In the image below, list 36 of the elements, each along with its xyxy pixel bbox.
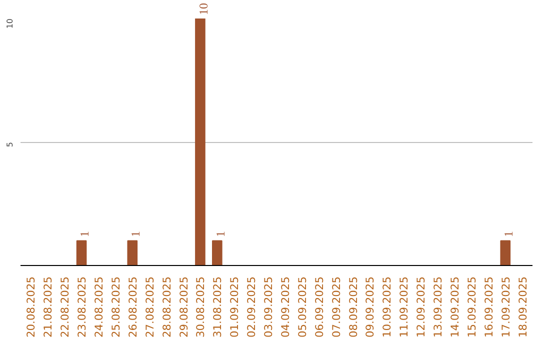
x-tick-label: 08.09.2025	[346, 276, 360, 338]
data-label: 1	[128, 231, 144, 238]
x-tick-label: 28.08.2025	[160, 276, 174, 338]
x-tick-label: 03.09.2025	[262, 276, 276, 338]
x-tick-label: 21.08.2025	[42, 276, 55, 338]
x-tick-label: 06.09.2025	[312, 276, 326, 338]
x-tick-label: 24.08.2025	[92, 276, 106, 338]
x-tick-label: 01.09.2025	[228, 276, 242, 338]
x-tick-label: 07.09.2025	[330, 276, 343, 338]
x-tick-label: 29.08.2025	[177, 276, 190, 338]
x-tick-label: 09.09.2025	[364, 276, 377, 338]
x-tick-label: 22.08.2025	[58, 276, 72, 338]
x-tick-label: 23.08.2025	[76, 276, 89, 338]
x-tick-label: 20.08.2025	[24, 276, 38, 338]
x-tick-label: 25.08.2025	[109, 276, 122, 338]
x-tick-label: 02.09.2025	[245, 276, 258, 338]
x-tick-label: 04.09.2025	[278, 276, 292, 338]
y-tick-label: 5	[6, 142, 14, 148]
x-tick-label: 14.09.2025	[448, 276, 462, 338]
x-tick-label: 12.09.2025	[414, 276, 428, 338]
data-label: 10	[196, 3, 212, 15]
x-tick-label: 27.08.2025	[143, 276, 156, 338]
x-tick-label: 18.09.2025	[516, 276, 530, 338]
x-tick-label: 05.09.2025	[296, 276, 309, 338]
x-tick-label: 10.09.2025	[380, 276, 394, 338]
x-tick-label: 16.09.2025	[482, 276, 496, 338]
x-tick-label: 30.08.2025	[194, 276, 208, 338]
x-tick-label: 26.08.2025	[126, 276, 140, 338]
data-label: 1	[501, 231, 516, 238]
x-tick-label: 13.09.2025	[432, 276, 445, 338]
x-tick-label: 15.09.2025	[465, 276, 478, 338]
x-tick-label: 11.09.2025	[398, 276, 411, 338]
data-label: 1	[78, 231, 93, 238]
x-tick-label: 17.09.2025	[499, 276, 512, 338]
data-label: 1	[213, 231, 228, 238]
x-tick-label: 31.08.2025	[211, 276, 224, 338]
